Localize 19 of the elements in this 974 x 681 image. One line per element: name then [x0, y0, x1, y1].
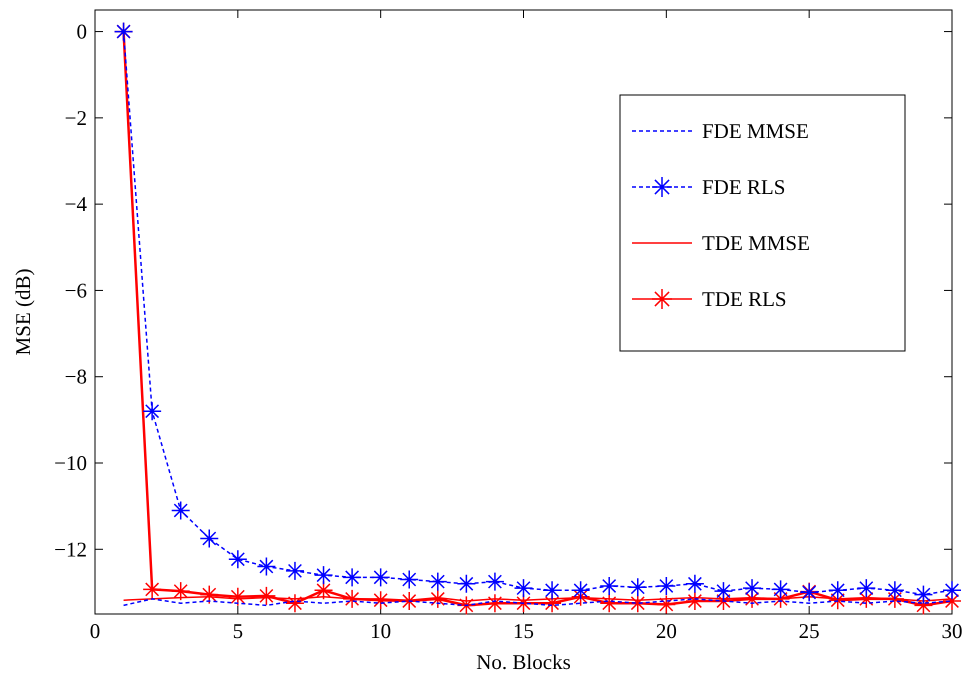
x-tick-label: 20 [656, 619, 677, 643]
legend-label: FDE MMSE [702, 119, 809, 143]
x-tick-label: 25 [798, 619, 820, 643]
legend-label: TDE MMSE [702, 231, 810, 255]
legend-label: TDE RLS [702, 287, 787, 311]
x-tick-label: 10 [370, 619, 392, 643]
x-tick-label: 5 [232, 619, 244, 643]
y-axis-title: MSE (dB) [11, 268, 35, 356]
y-tick-label: −8 [64, 364, 87, 389]
y-tick-label: −12 [54, 537, 87, 562]
y-tick-label: −10 [54, 451, 87, 475]
legend-label: FDE RLS [702, 175, 786, 199]
y-tick-label: −6 [64, 278, 87, 302]
x-tick-label: 15 [513, 619, 534, 643]
y-tick-label: 0 [76, 20, 87, 44]
x-tick-label: 30 [942, 619, 962, 643]
x-axis-title: No. Blocks [476, 650, 571, 674]
y-tick-label: −2 [64, 106, 87, 130]
y-tick-label: −4 [64, 192, 88, 216]
